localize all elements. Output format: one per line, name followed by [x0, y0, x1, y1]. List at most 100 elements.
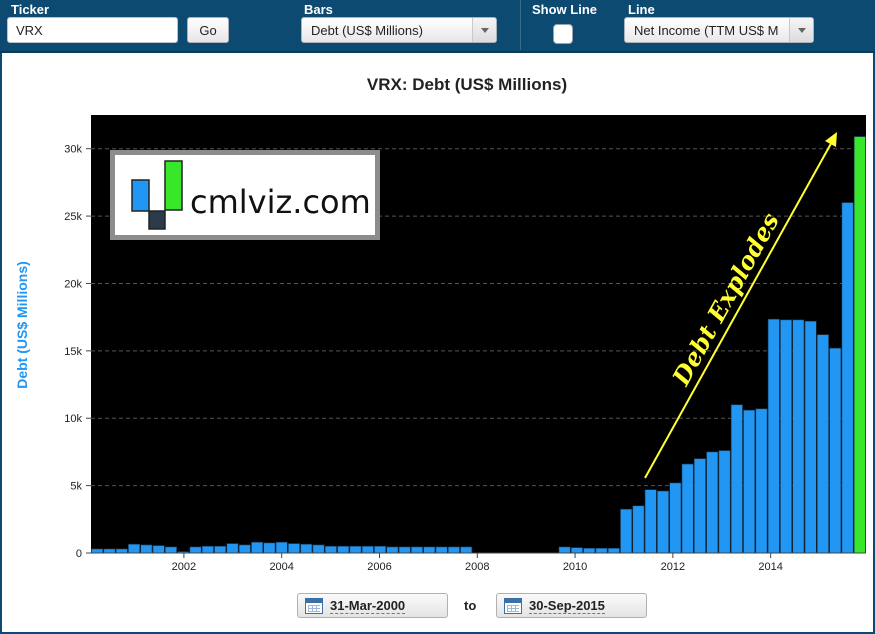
calendar-icon	[504, 598, 522, 614]
bar	[829, 347, 842, 554]
ticker-label: Ticker	[11, 2, 50, 17]
show-line-label: Show Line	[532, 2, 597, 17]
bar	[238, 544, 251, 554]
y-tick-label: 5k	[70, 481, 82, 493]
show-line-checkbox[interactable]	[553, 24, 573, 44]
bar	[804, 320, 817, 554]
bar	[337, 545, 350, 554]
axes: 0 5k 10k 15k 20k 25k 30k 2002 2004 2006 2008 2010 20…	[64, 144, 866, 573]
bar	[730, 404, 743, 554]
line-select-value: Net Income (TTM US$ M	[634, 23, 779, 38]
bar	[398, 546, 411, 554]
bar	[743, 409, 756, 554]
line-label: Line	[628, 2, 655, 17]
bar	[152, 545, 165, 554]
bars	[91, 136, 866, 554]
chevron-down-icon[interactable]	[472, 18, 496, 42]
bar	[312, 544, 325, 554]
bars-label: Bars	[304, 2, 333, 17]
cmlviz-logo: cmlviz.com	[110, 150, 380, 240]
annotation-arrow-head	[825, 132, 837, 147]
bar	[263, 542, 276, 554]
bar	[189, 546, 202, 554]
start-date-button[interactable]: 31-Mar-2000	[297, 593, 448, 618]
x-tick-label: 2010	[563, 561, 587, 573]
x-tick-label: 2004	[269, 561, 293, 573]
toolbar-divider	[520, 0, 521, 50]
logo-text: cmlviz.com	[190, 183, 371, 221]
bar	[693, 458, 706, 554]
bar	[411, 546, 423, 554]
bar	[386, 546, 399, 554]
bar	[349, 545, 362, 554]
bar	[841, 202, 854, 554]
bar	[300, 543, 313, 554]
ticker-input[interactable]	[7, 17, 178, 43]
bars-select-value: Debt (US$ Millions)	[311, 23, 423, 38]
y-axis-label: Debt (US$ Millions)	[14, 261, 30, 389]
y-tick-label: 25k	[64, 211, 82, 223]
bar	[558, 546, 571, 554]
bar	[595, 547, 608, 554]
bar	[706, 451, 719, 554]
bar	[816, 334, 829, 554]
bar	[681, 463, 694, 554]
bar	[251, 541, 264, 554]
y-tick-label: 15k	[64, 346, 82, 358]
bar	[91, 548, 104, 554]
bar	[767, 318, 780, 554]
logo-mark-dark	[148, 210, 166, 230]
bar	[423, 546, 436, 554]
bar	[447, 546, 460, 554]
bar	[644, 489, 657, 554]
logo-mark-blue	[131, 179, 150, 212]
bar	[792, 319, 805, 554]
chevron-down-icon[interactable]	[789, 18, 813, 42]
bar	[657, 490, 669, 554]
bar	[632, 505, 645, 554]
bar	[214, 545, 227, 554]
bar	[460, 546, 473, 554]
bar	[103, 548, 116, 554]
end-date: 30-Sep-2015	[529, 598, 605, 614]
y-tick-label: 10k	[64, 413, 82, 425]
toolbar: Ticker Go Bars Debt (US$ Millions) Show …	[0, 0, 875, 53]
calendar-icon	[305, 598, 323, 614]
start-date: 31-Mar-2000	[330, 598, 406, 614]
bar	[140, 544, 153, 554]
bar	[288, 543, 300, 554]
date-range-to-label: to	[464, 598, 477, 613]
y-tick-label: 30k	[64, 144, 82, 156]
line-select[interactable]: Net Income (TTM US$ M	[624, 17, 814, 43]
bar	[583, 547, 596, 554]
bar	[780, 319, 792, 554]
bar	[853, 136, 866, 554]
annotation-arrow	[644, 139, 834, 479]
logo-mark-green	[164, 160, 183, 211]
bar	[620, 508, 633, 554]
bar	[374, 545, 387, 554]
x-tick-label: 2006	[367, 561, 391, 573]
bar	[324, 545, 337, 554]
x-tick-label: 2014	[758, 561, 782, 573]
bar	[755, 408, 768, 554]
bar	[607, 547, 620, 554]
bar	[201, 545, 214, 554]
bar	[165, 546, 177, 554]
y-tick-label: 20k	[64, 278, 82, 290]
bars-select[interactable]: Debt (US$ Millions)	[301, 17, 497, 43]
x-tick-label: 2002	[172, 561, 196, 573]
bar	[275, 541, 288, 554]
bar	[361, 545, 374, 554]
end-date-button[interactable]: 30-Sep-2015	[496, 593, 647, 618]
x-tick-label: 2012	[661, 561, 685, 573]
bar	[669, 482, 682, 554]
bar	[570, 547, 583, 554]
bar	[226, 543, 239, 554]
chart-title: VRX: Debt (US$ Millions)	[367, 75, 567, 94]
go-button[interactable]: Go	[187, 17, 229, 43]
bar	[718, 450, 731, 554]
bar	[128, 543, 141, 554]
x-tick-label: 2008	[465, 561, 489, 573]
